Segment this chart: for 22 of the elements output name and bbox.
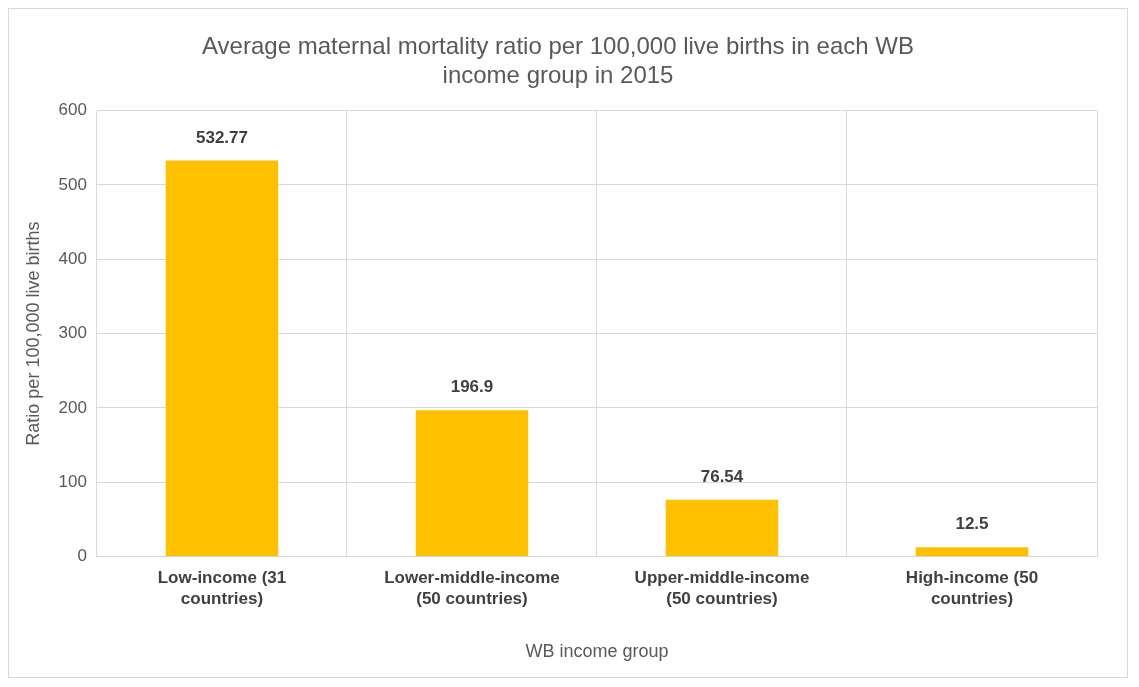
x-tick-label: Upper-middle-income (50 countries) bbox=[634, 568, 810, 608]
x-axis-title: WB income group bbox=[525, 641, 669, 662]
data-label: 196.9 bbox=[450, 377, 494, 397]
bar bbox=[165, 160, 279, 557]
y-tick-label: 200 bbox=[58, 397, 87, 417]
y-tick-label: 100 bbox=[58, 471, 87, 491]
data-label: 12.5 bbox=[955, 514, 989, 534]
y-axis-title: Ratio per 100,000 live births bbox=[22, 221, 43, 446]
y-tick-label: 600 bbox=[58, 100, 87, 120]
data-label: 76.54 bbox=[700, 466, 744, 486]
y-tick-label: 0 bbox=[77, 546, 87, 566]
bar bbox=[665, 499, 779, 557]
y-tick-label: 300 bbox=[58, 323, 87, 343]
y-tick-label: 400 bbox=[58, 248, 87, 268]
x-tick-label: Low-income (31 countries) bbox=[157, 568, 287, 608]
x-tick-label: Lower-middle-income (50 countries) bbox=[384, 568, 560, 608]
y-tick-label: 500 bbox=[58, 174, 87, 194]
chart-title: Average maternal mortality ratio per 100,000 live births in each WB income group in 2015 bbox=[202, 32, 914, 88]
x-tick-label: High-income (50 countries) bbox=[905, 568, 1039, 608]
data-label: 532.77 bbox=[195, 127, 248, 147]
bar bbox=[915, 547, 1029, 557]
bar bbox=[415, 410, 529, 557]
